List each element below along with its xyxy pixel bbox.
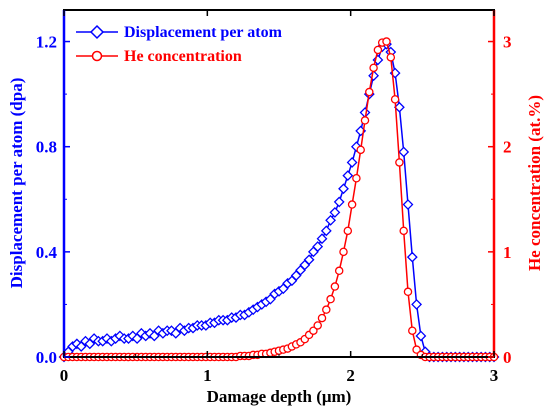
legend-he-circle-icon: [91, 50, 103, 62]
dpa-point: [350, 141, 362, 153]
dpa-point: [329, 206, 341, 218]
he-point: [326, 294, 335, 304]
he-point: [390, 95, 400, 104]
x-tick-label: 1: [203, 366, 212, 385]
right-axis-ticks: 0 1 2 3: [488, 33, 512, 367]
dpa-point: [316, 233, 328, 245]
x-axis-label: Damage depth (μm): [207, 387, 352, 406]
left-tick-label: 0.8: [36, 138, 57, 157]
dpa-point: [127, 330, 139, 342]
he-point: [339, 247, 348, 257]
right-tick-label: 3: [503, 33, 512, 52]
he-point: [356, 145, 365, 155]
left-axis-label: Displacement per atom (dpa): [7, 78, 26, 289]
right-axis-label: He concentration (at.%): [525, 95, 544, 271]
dpa-point: [393, 101, 405, 113]
dpa-point: [312, 241, 324, 253]
he-point: [330, 282, 340, 291]
he-point: [352, 173, 361, 183]
right-tick-label: 2: [503, 138, 512, 157]
dpa-point: [368, 70, 380, 82]
dpa-point: [346, 157, 358, 168]
he-point: [334, 266, 344, 276]
he-point: [382, 37, 391, 46]
legend: Displacement per atom He concentration: [76, 24, 283, 65]
dpa-point: [415, 330, 427, 342]
dpa-point: [411, 299, 423, 310]
he-point: [322, 305, 331, 314]
x-tick-label: 2: [346, 366, 355, 385]
he-point: [386, 53, 396, 62]
he-point: [365, 87, 374, 97]
he-point: [343, 226, 353, 236]
he-point: [412, 345, 421, 354]
legend-dpa-diamond-icon: [89, 24, 105, 40]
dpa-line: [63, 43, 494, 358]
he-point: [399, 226, 408, 236]
he-point: [347, 200, 357, 209]
dpa-point: [333, 196, 345, 208]
dpa-point: [342, 170, 354, 182]
dpa-point: [135, 327, 147, 339]
dpa-point: [144, 327, 156, 339]
dpa-point: [320, 225, 332, 237]
dpa-series: [58, 38, 500, 363]
x-tick-label: 0: [60, 366, 69, 385]
left-tick-label: 0.0: [36, 348, 57, 367]
left-tick-label: 0.4: [36, 243, 58, 262]
left-tick-label: 1.2: [36, 33, 57, 52]
he-point: [313, 321, 322, 330]
he-point: [317, 313, 327, 323]
legend-dpa-label: Displacement per atom: [124, 24, 283, 41]
he-point: [309, 326, 318, 335]
x-tick-label: 3: [490, 366, 499, 385]
left-axis-ticks: 0.0 0.4 0.8 1.2: [36, 33, 70, 367]
he-point: [395, 158, 404, 167]
dpa-point: [406, 251, 418, 263]
he-point: [408, 326, 417, 335]
dpa-point: [338, 183, 349, 195]
right-tick-label: 0: [503, 348, 512, 367]
he-line: [64, 40, 494, 358]
dpa-point: [325, 214, 337, 226]
dpa-point: [303, 254, 315, 266]
right-tick-label: 1: [503, 243, 512, 262]
he-series: [59, 37, 499, 362]
he-point: [369, 63, 378, 73]
he-point: [373, 45, 383, 55]
dpa-point: [398, 146, 410, 158]
he-point: [403, 287, 413, 297]
legend-he-label: He concentration: [124, 48, 242, 65]
x-axis-ticks: 0 1 2 3: [60, 10, 499, 385]
he-point: [360, 116, 370, 125]
dpa-point: [114, 330, 126, 342]
dpa-point: [402, 199, 414, 210]
